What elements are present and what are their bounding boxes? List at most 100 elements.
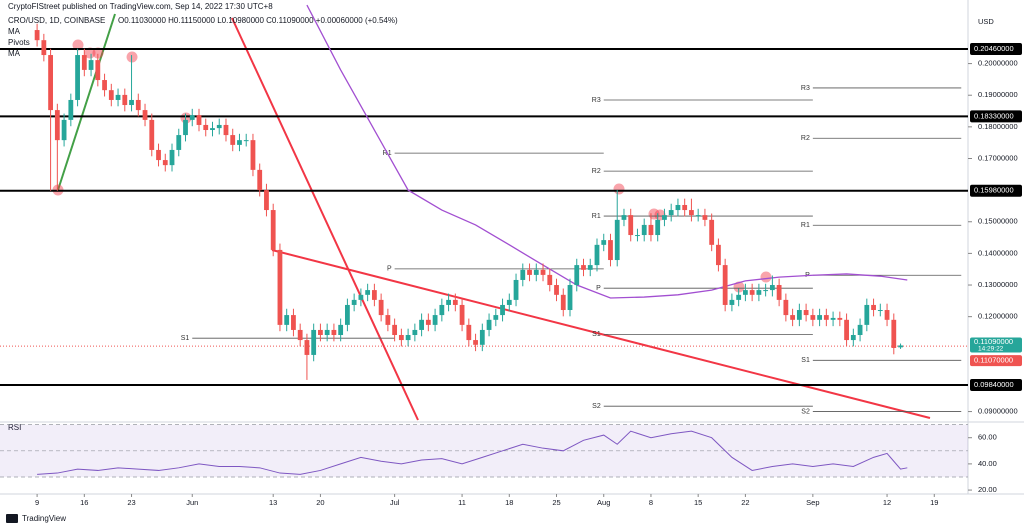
candle-body — [554, 285, 559, 295]
y-tick-label: 0.09000000 — [978, 407, 1018, 416]
level-label: 0.20460000 — [974, 44, 1014, 53]
y-tick-label: 0.14000000 — [978, 248, 1018, 257]
candle-body — [189, 115, 195, 120]
x-tick-label: 25 — [552, 498, 560, 507]
candle-body — [169, 149, 175, 166]
publisher: CryptoFIStreet published on TradingView.… — [8, 2, 273, 11]
candle-body — [156, 149, 161, 161]
candle-body — [783, 299, 789, 316]
candle-body — [243, 140, 249, 142]
candle-body — [587, 265, 593, 270]
brand-logo — [6, 514, 18, 523]
candle-body — [614, 219, 620, 261]
level-label: 0.18330000 — [974, 111, 1014, 120]
x-tick-label: 22 — [741, 498, 749, 507]
candle-body — [574, 265, 580, 286]
pivot-label: P — [596, 285, 601, 292]
candle-body — [142, 110, 148, 120]
level-label: 0.15980000 — [974, 186, 1014, 195]
candle-body — [237, 140, 242, 145]
candle-body — [520, 269, 526, 280]
candle-body — [675, 204, 681, 211]
candle-body — [803, 310, 809, 316]
candle-body — [830, 317, 836, 320]
candle-body — [392, 324, 398, 336]
level-label: 0.09840000 — [974, 380, 1014, 389]
level-box — [970, 43, 1022, 56]
candle-body — [695, 215, 701, 217]
candle-body — [722, 265, 728, 305]
symbol: CRO/USD, 1D, COINBASE — [8, 16, 105, 25]
trend-line — [57, 13, 116, 191]
x-tick-label: 12 — [883, 498, 891, 507]
highlight-circle — [733, 281, 745, 293]
highlight-circle — [613, 183, 625, 195]
x-tick-label: 9 — [35, 498, 39, 507]
candle-body — [486, 319, 492, 330]
candle-body — [277, 249, 283, 325]
candle-body — [405, 335, 411, 341]
candle-body — [452, 299, 458, 305]
candle-body — [547, 274, 553, 286]
candle-body — [108, 90, 114, 100]
pivot-label: S2 — [801, 408, 810, 415]
candle-body — [493, 315, 499, 320]
candle-body — [88, 60, 94, 70]
highlight-circle — [72, 39, 84, 51]
candle-body — [412, 329, 418, 336]
candle-body — [500, 304, 505, 316]
brand: TradingView — [22, 514, 66, 523]
candle-body — [776, 285, 782, 300]
x-tick-label: 11 — [458, 498, 466, 507]
candle-body — [34, 30, 40, 41]
candle-body — [135, 99, 141, 111]
last-price-box — [970, 337, 1022, 353]
candle-body — [898, 345, 903, 348]
candle-body — [257, 169, 263, 191]
candle-body — [594, 244, 600, 266]
candle-body — [297, 329, 303, 341]
candle-body — [210, 128, 215, 131]
pivot-label: R2 — [801, 135, 810, 142]
x-tick-label: 20 — [316, 498, 324, 507]
trend-line — [231, 17, 419, 421]
candle-body — [270, 210, 276, 250]
candle-body — [311, 329, 317, 355]
rsi-tick-label: 20.00 — [978, 485, 997, 494]
x-tick-label: Aug — [597, 498, 610, 507]
candle-body — [216, 124, 222, 129]
y-tick-label: 0.15000000 — [978, 217, 1018, 226]
candle-body — [837, 317, 843, 320]
candle-body — [250, 140, 256, 170]
prev-price-label: 0.11070000 — [974, 356, 1013, 365]
candle-body — [419, 319, 425, 330]
x-tick-label: 13 — [269, 498, 277, 507]
candle-body — [756, 290, 762, 295]
candle-body — [857, 324, 863, 336]
moving-average — [306, 4, 908, 299]
candle-body — [291, 315, 296, 330]
candle-body — [641, 224, 647, 236]
candle-body — [871, 304, 876, 311]
candle-body — [284, 315, 290, 325]
x-tick-label: 18 — [505, 498, 513, 507]
candle-body — [769, 285, 775, 291]
candle-body — [318, 329, 323, 336]
candle-body — [378, 299, 384, 316]
candle-body — [884, 310, 890, 320]
rsi-tick-label: 60.00 — [978, 433, 997, 442]
candle-body — [324, 329, 330, 336]
candle-body — [122, 94, 128, 106]
level-box — [970, 110, 1022, 123]
candle-body — [729, 299, 735, 305]
last-price-label: 0.11090000 — [974, 337, 1013, 346]
candle-body — [304, 340, 310, 355]
candle-body — [81, 55, 87, 70]
x-tick-label: 19 — [930, 498, 938, 507]
candle-body — [439, 304, 445, 316]
rsi-label: RSI — [8, 423, 21, 432]
candle-body — [810, 315, 816, 320]
candle-body — [506, 299, 512, 305]
candle-body — [223, 124, 229, 136]
